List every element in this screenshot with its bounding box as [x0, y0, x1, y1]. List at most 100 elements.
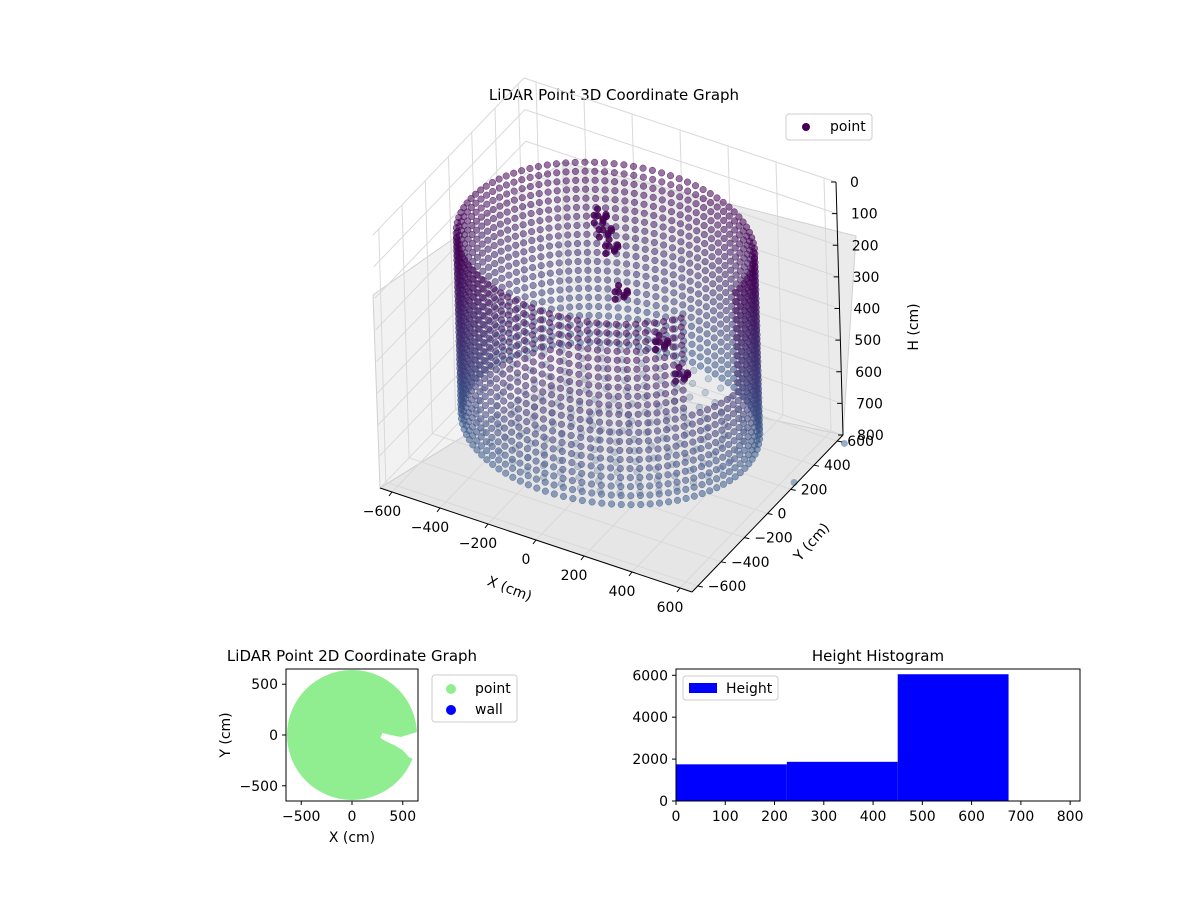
y-tick-label: 600: [847, 434, 874, 450]
lidar-point: [653, 427, 662, 435]
lidar-point: [557, 411, 565, 419]
lidar-point: [529, 264, 537, 272]
lidar-point: [513, 342, 521, 350]
lidar-point: [601, 195, 609, 203]
lidar-point: [492, 375, 500, 383]
lidar-point: [722, 289, 730, 297]
lidar-point: [568, 459, 576, 467]
lidar-point: [475, 370, 484, 378]
lidar-point: [735, 406, 743, 414]
lidar-point: [734, 378, 742, 387]
x-tick-label: 300: [810, 809, 837, 825]
lidar-point: [577, 442, 585, 450]
lidar-point: [707, 235, 716, 243]
chart-3d-legend: point: [785, 113, 873, 141]
lidar-point: [486, 370, 494, 378]
lidar-point: [633, 307, 642, 315]
lidar-point: [688, 340, 696, 348]
lidar-point: [564, 314, 572, 322]
lidar-point: [650, 319, 659, 327]
lidar-point: [658, 187, 666, 195]
lidar-point: [467, 203, 475, 212]
lidar-point: [477, 204, 485, 212]
lidar-point: [724, 370, 732, 378]
lidar-point: [735, 424, 743, 432]
lidar-point: [473, 271, 481, 279]
lidar-point: [578, 487, 586, 496]
lidar-point: [498, 334, 506, 342]
lidar-point: [614, 392, 622, 400]
lidar-point: [688, 358, 697, 366]
lidar-point: [562, 186, 571, 194]
lidar-point: [738, 356, 746, 364]
lidar-point: [669, 262, 677, 270]
lidar-point: [584, 257, 592, 265]
lidar-point: [670, 379, 678, 387]
lidar-point: [680, 404, 688, 412]
lidar-point: [503, 199, 511, 207]
lidar-point: [519, 230, 527, 238]
lidar-point: [482, 420, 490, 428]
lidar-point: [524, 472, 532, 480]
x-tick-label: −200: [459, 536, 497, 552]
lidar-point: [682, 494, 690, 502]
lidar-point: [678, 350, 686, 358]
lidar-point: [673, 478, 681, 486]
lidar-point: [706, 487, 714, 495]
lidar-point: [711, 421, 719, 429]
lidar-point: [632, 270, 641, 279]
lidar-point: [694, 281, 702, 289]
x-tick-label: 0: [348, 809, 357, 825]
lidar-point: [713, 475, 721, 483]
lidar-point: [483, 447, 491, 455]
lidar-point: [506, 374, 514, 382]
lidar-point: [683, 178, 692, 186]
lidar-point: [661, 286, 669, 294]
lidar-point: [740, 428, 748, 436]
lidar-point: [497, 298, 505, 306]
lidar-point: [634, 401, 642, 409]
lidar-point: [726, 477, 734, 485]
grid-line-h: [372, 77, 837, 236]
lidar-point: [704, 424, 712, 432]
h-tick-label: 500: [854, 333, 881, 349]
lidar-point: [685, 232, 693, 240]
lidar-point: [641, 254, 650, 262]
lidar-point: [519, 212, 527, 220]
lidar-point: [670, 289, 678, 297]
lidar-point: [698, 472, 706, 480]
lidar-point: [500, 397, 508, 405]
lidar-point: [505, 262, 513, 270]
lidar-point: [605, 242, 613, 250]
lidar-point: [653, 400, 661, 408]
lidar-point: [481, 384, 489, 392]
lidar-point: [689, 456, 697, 464]
lidar-point: [537, 334, 545, 342]
lidar-point: [630, 189, 638, 197]
lidar-point: [545, 224, 553, 232]
lidar-point: [477, 433, 485, 441]
lidar-point: [498, 352, 506, 360]
lidar-point: [711, 352, 719, 360]
lidar-point: [599, 217, 607, 225]
lidar-point: [661, 381, 669, 389]
lidar-point: [642, 365, 650, 373]
lidar-point: [623, 287, 631, 295]
x-tick-label: 0: [672, 809, 681, 825]
lidar-point: [718, 435, 726, 443]
lidar-point: [510, 196, 518, 204]
lidar-point: [545, 242, 554, 250]
lidar-point: [651, 355, 660, 363]
legend-2d-wall-marker: [446, 705, 456, 715]
lidar-point: [515, 432, 523, 440]
lidar-point: [494, 429, 502, 437]
lidar-point: [707, 217, 715, 225]
x-tick-label: 200: [561, 568, 588, 584]
lidar-point: [697, 454, 705, 462]
lidar-point: [686, 259, 694, 267]
lidar-point: [661, 372, 669, 380]
y-tick-label: 400: [824, 458, 851, 474]
lidar-point: [740, 289, 748, 297]
lidar-point: [723, 352, 732, 360]
chart-2d-title: LiDAR Point 2D Coordinate Graph: [227, 647, 477, 665]
